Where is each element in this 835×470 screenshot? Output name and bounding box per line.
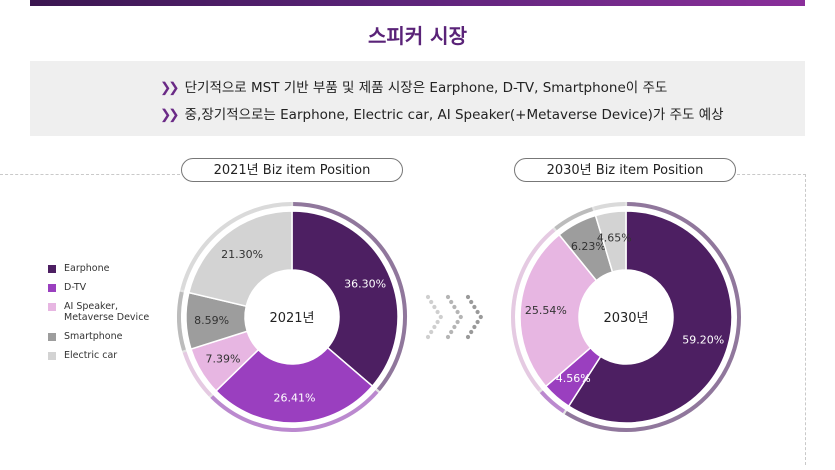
arrow-dot — [425, 334, 431, 340]
summary-bullet: ❯❯ 중,장기적으로는 Earphone, Electric car, AI Sp… — [160, 103, 724, 123]
arrow-dot — [445, 294, 451, 300]
arrow-dot — [449, 299, 454, 305]
chart-title-2030: 2030년 Biz item Position — [514, 158, 736, 182]
legend-label: Electric car — [64, 350, 118, 361]
arrow-dot — [455, 319, 460, 325]
arrow-dot — [458, 314, 463, 320]
arrow-dot — [425, 294, 431, 300]
arrow-dot — [455, 309, 460, 315]
arrow-dot — [475, 309, 480, 315]
top-accent-bar — [30, 0, 805, 6]
donut-slice — [567, 210, 733, 424]
chart-title-2021: 2021년 Biz item Position — [181, 158, 403, 182]
donut-ring-accent — [182, 351, 212, 397]
arrow-dot — [472, 304, 477, 310]
donut-slice — [291, 210, 399, 388]
legend-label: Smartphone — [64, 331, 123, 342]
legend-swatch — [48, 265, 56, 273]
arrow-dot — [475, 319, 480, 325]
donut-slice-label: 36.30% — [344, 277, 386, 290]
arrow-dot — [432, 304, 437, 310]
legend-swatch — [48, 284, 56, 292]
donut-slice — [187, 210, 293, 308]
legend-item: Earphone — [48, 263, 174, 274]
legend-swatch — [48, 352, 56, 360]
arrow-dot — [465, 294, 471, 300]
legend-label: AI Speaker, Metaverse Device — [64, 301, 150, 323]
donut-center — [246, 271, 338, 363]
legend-item: D-TV — [48, 282, 174, 293]
donut-ring-accent — [293, 202, 407, 392]
summary-bullet-text: 단기적으로 MST 기반 부품 및 제품 시장은 Earphone, D-TV,… — [184, 80, 668, 96]
donut-slice — [214, 346, 374, 424]
legend-swatch — [48, 333, 56, 341]
donut-center-label: 2021년 — [269, 311, 314, 326]
donut-ring-accent — [177, 291, 186, 351]
donut-ring-accent — [511, 228, 556, 392]
donut-slice — [594, 210, 627, 273]
legend-item: AI Speaker, Metaverse Device — [48, 301, 174, 323]
arrow-dot — [449, 329, 454, 335]
arrow-dot — [469, 329, 474, 335]
donut-center — [580, 271, 672, 363]
frame-line-left — [0, 174, 180, 176]
donut-ring-accent — [539, 390, 566, 414]
double-chevron-icon: ❯❯ — [160, 107, 180, 123]
donut-ring-accent — [210, 390, 379, 432]
arrow-dot — [472, 324, 477, 330]
donut-slice-label: 59.20% — [682, 334, 724, 347]
donut-slice-label: 6.23% — [571, 240, 606, 253]
arrow-dot — [469, 299, 474, 305]
page-title: 스피커 시장 — [368, 24, 467, 48]
donut-slice-label: 8.59% — [194, 314, 229, 327]
legend-label: D-TV — [64, 282, 87, 293]
donut-slice-label: 25.54% — [525, 304, 567, 317]
double-chevron-icon: ❯❯ — [160, 80, 180, 96]
arrow-dot — [452, 304, 457, 310]
donut-slice — [519, 233, 598, 388]
donut-slice-label: 4.65% — [597, 231, 632, 244]
legend: Earphone D-TV AI Speaker, Metaverse Device… — [48, 263, 174, 369]
donut-slice-label: 7.39% — [205, 352, 240, 365]
donut-center-label: 2030년 — [603, 311, 648, 326]
legend-label: Earphone — [64, 263, 110, 274]
arrow-dot — [432, 324, 437, 330]
arrow-dot — [435, 319, 440, 325]
summary-bullet: ❯❯ 단기적으로 MST 기반 부품 및 제품 시장은 Earphone, D-T… — [160, 76, 667, 96]
arrow-dot — [429, 329, 434, 335]
donut-ring-accent — [180, 202, 291, 291]
arrow-dot — [465, 334, 471, 340]
summary-bullet-text: 중,장기적으로는 Earphone, Electric car, AI Spea… — [184, 107, 724, 123]
legend-swatch — [48, 303, 56, 311]
donut-ring-accent — [564, 202, 741, 432]
legend-item: Electric car — [48, 350, 174, 361]
donut-slice-label: 21.30% — [221, 248, 263, 261]
arrow-dot — [445, 334, 451, 340]
arrow-dot — [429, 299, 434, 305]
donut-ring-accent — [554, 207, 594, 231]
arrow-dot — [478, 314, 483, 320]
frame-line-right — [737, 174, 806, 465]
summary-box: ❯❯ 단기적으로 MST 기반 부품 및 제품 시장은 Earphone, D-T… — [30, 61, 805, 136]
legend-item: Smartphone — [48, 331, 174, 342]
arrow-dot — [438, 314, 443, 320]
donut-ring-accent — [594, 202, 625, 211]
donut-slice-label: 4.56% — [556, 372, 591, 385]
donut-slice-label: 26.41% — [274, 391, 316, 404]
arrow-dot — [435, 309, 440, 315]
arrow-dot — [452, 324, 457, 330]
